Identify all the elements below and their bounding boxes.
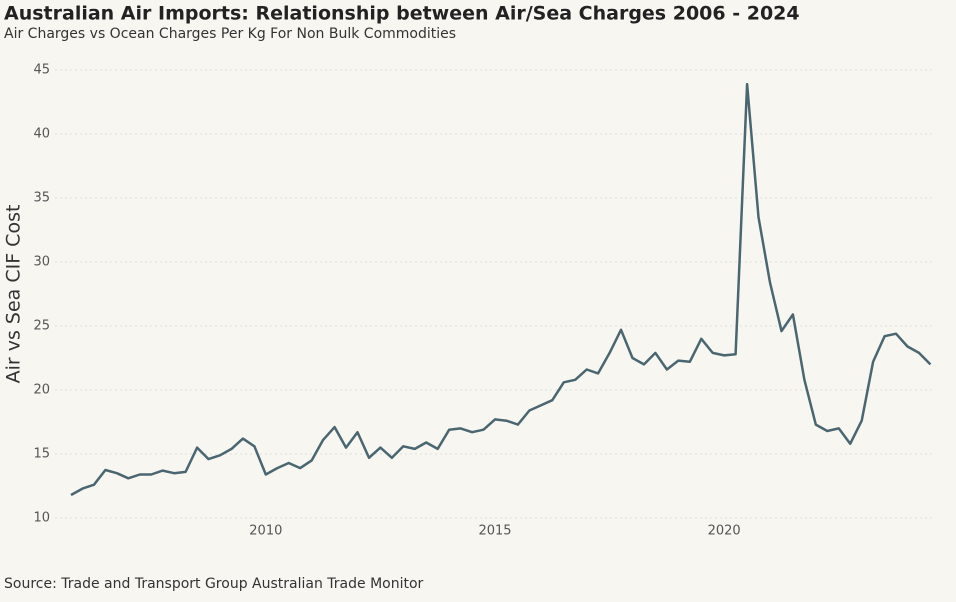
y-tick-label: 10 xyxy=(33,511,50,526)
y-tick-label: 15 xyxy=(33,447,50,462)
x-tick-label: 2010 xyxy=(249,524,282,539)
chart-subtitle: Air Charges vs Ocean Charges Per Kg For … xyxy=(4,26,456,42)
source: Source: Trade and Transport Group Austra… xyxy=(4,576,424,592)
y-tick-label: 45 xyxy=(33,63,50,78)
chart-title: Australian Air Imports: Relationship bet… xyxy=(4,3,800,25)
y-tick-label: 35 xyxy=(33,191,50,206)
y-axis-label: Air vs Sea CIF Cost xyxy=(3,205,25,384)
x-tick-label: 2020 xyxy=(708,524,741,539)
x-tick-label: 2015 xyxy=(478,524,511,539)
y-tick-label: 30 xyxy=(33,255,50,270)
y-tick-label: 40 xyxy=(33,127,50,142)
y-tick-label: 20 xyxy=(33,383,50,398)
line xyxy=(70,82,932,497)
y-tick-label: 25 xyxy=(33,319,50,334)
